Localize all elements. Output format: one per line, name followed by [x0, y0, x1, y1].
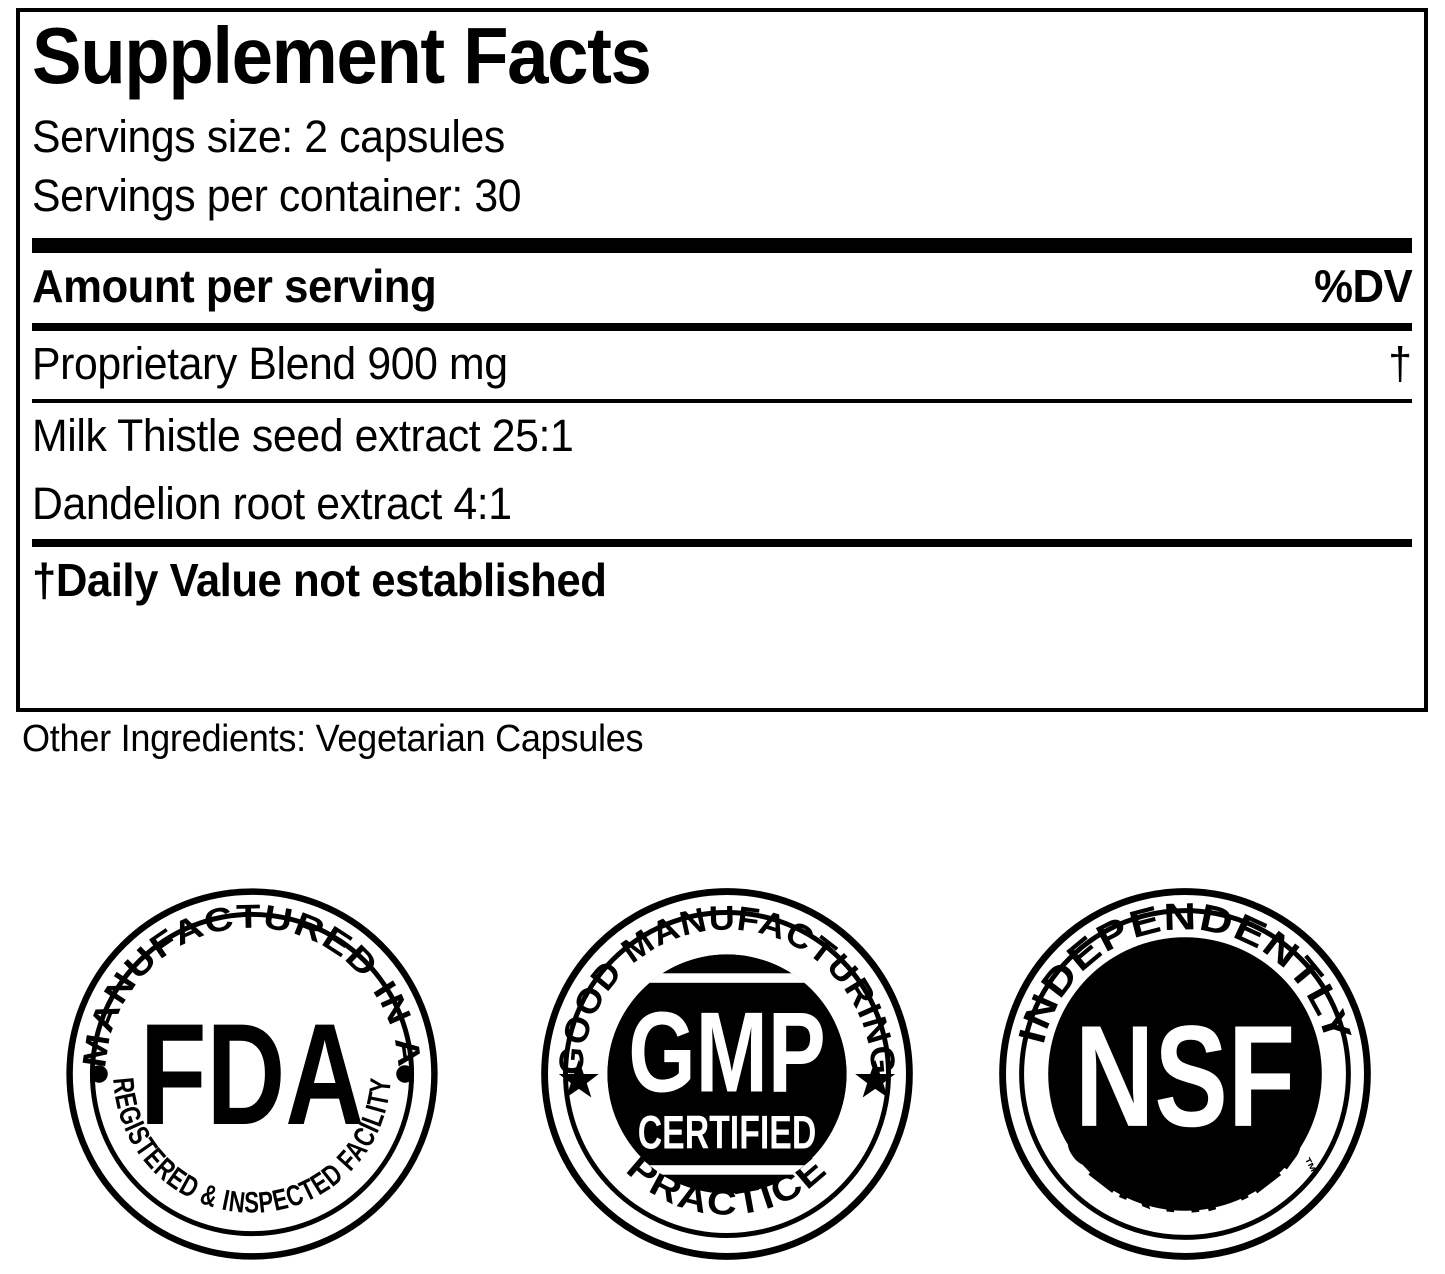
- fda-right-dot-icon: [396, 1065, 414, 1083]
- fda-center-text: FDA: [140, 993, 364, 1155]
- divider-below-header: [32, 322, 1412, 331]
- amount-per-serving-label: Amount per serving: [32, 259, 437, 312]
- ingredient-name: Proprietary Blend 900 mg: [32, 337, 508, 389]
- supplement-facts-panel: Supplement Facts Servings size: 2 capsul…: [16, 8, 1428, 712]
- nsf-inner-disc: [1048, 937, 1322, 1211]
- certification-badges: MANUFACTURED IN A REGISTERED & INSPECTED…: [0, 880, 1445, 1274]
- table-row: Dandelion root extract 4:1: [32, 471, 1412, 539]
- fda-left-dot-icon: [90, 1065, 108, 1083]
- gmp-right-star-icon: [855, 1059, 896, 1098]
- table-row: Proprietary Blend 900 mg †: [32, 331, 1412, 399]
- supplement-facts-inner: Supplement Facts Servings size: 2 capsul…: [20, 11, 1424, 714]
- amount-per-serving-header-row: Amount per serving %DV: [32, 253, 1412, 323]
- gmp-left-star-icon: [558, 1059, 599, 1098]
- gmp-center-subtext: CERTIFIED: [638, 1106, 817, 1159]
- page-title: Supplement Facts: [32, 11, 652, 100]
- divider-thick-top: [32, 237, 1412, 253]
- servings-per-container-text: Servings per container: 30: [32, 170, 522, 222]
- daily-value-footnote: †Daily Value not established: [32, 553, 607, 606]
- fda-registered-badge-icon: MANUFACTURED IN A REGISTERED & INSPECTED…: [62, 884, 442, 1264]
- ingredient-name: Dandelion root extract 4:1: [32, 477, 512, 529]
- table-row: Milk Thistle seed extract 25:1: [32, 403, 1412, 471]
- gmp-certified-badge-icon: GOOD MANUFACTURING PRACTICE GMP CERTIFIE…: [537, 884, 917, 1264]
- nsf-center-text: NSF: [1075, 995, 1295, 1157]
- other-ingredients-text: Other Ingredients: Vegetarian Capsules: [22, 718, 644, 760]
- divider-row-1: [32, 398, 1412, 403]
- daily-value-header-label: %DV: [1313, 259, 1413, 312]
- serving-size-text: Servings size: 2 capsules: [32, 110, 505, 162]
- ingredient-dv: †: [1388, 337, 1413, 389]
- gmp-center-text: GMP: [628, 990, 826, 1117]
- nsf-certified-badge-icon: INDEPENDENTLY CERTIFIED ™ NSF: [995, 884, 1375, 1264]
- divider-above-footnote: [32, 538, 1412, 547]
- ingredient-name: Milk Thistle seed extract 25:1: [32, 409, 574, 461]
